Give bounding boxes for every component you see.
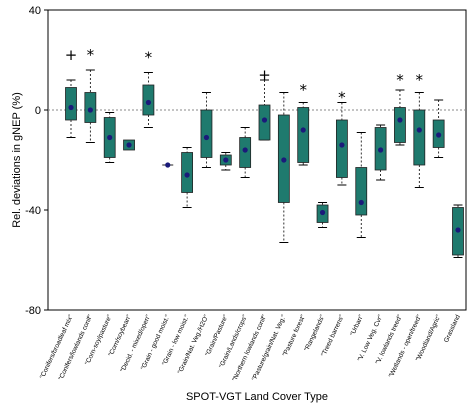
x-axis: "Conifers/broadleaf mix""Conifers/lowlan… [39,313,462,382]
box-item [181,147,194,208]
box-item [239,127,252,178]
significance-marker: * [145,49,153,67]
iqr-box [200,109,213,158]
median-marker [126,142,132,148]
x-tick-label: "Urban" [349,313,365,337]
median-marker [145,99,151,106]
box-item [316,202,329,228]
median-marker [184,172,190,178]
box-item [374,124,387,181]
significance-marker: * [396,71,404,89]
y-axis-title: Rel. deviations in gNEP (%) [11,92,23,228]
box-item [219,152,232,171]
box-item [394,89,406,146]
significance-marks: + * * + * * * * [65,46,424,107]
iqr-box [65,87,77,121]
box-item [123,139,135,151]
significance-marker: * [338,89,346,107]
y-axis: 40 0 -40 -80 [25,5,48,317]
iqr-box [355,167,368,216]
box-item [162,162,174,168]
plot-frame [47,9,467,311]
median-marker [223,157,229,163]
y-tick-label: 40 [29,5,41,17]
box-item [200,92,213,168]
x-tick-label: "Northern lowlands conif" [231,313,268,382]
median-marker [339,142,345,148]
box-item [65,79,77,138]
box-item [297,102,310,166]
iqr-box [335,119,348,178]
significance-marker: * [299,81,307,99]
median-marker [378,147,384,153]
iqr-box [413,109,426,166]
median-marker [107,134,113,141]
median-marker [455,227,461,233]
y-tick-label: -40 [25,205,41,217]
median-marker [281,157,287,163]
x-axis-title: SPOT-VGT Land Cover Type [186,391,328,403]
median-marker [165,162,171,168]
y-tick-label: 0 [35,105,41,117]
median-marker [300,127,306,133]
median-marker [87,107,93,113]
box-item [452,204,464,258]
median-marker [261,117,268,123]
median-marker [203,134,210,141]
box-item [355,132,368,238]
iqr-box [297,107,310,163]
box-item [335,102,348,186]
box-item [258,79,271,141]
median-marker [416,127,422,133]
box-item [277,92,290,243]
box-item [103,112,116,163]
median-marker [397,117,403,123]
box-series [65,69,464,258]
median-marker [436,132,442,138]
significance-marker: + [65,46,78,64]
iqr-box [394,107,406,143]
median-marker [68,104,74,111]
y-tick-label: -80 [25,305,41,317]
median-marker [358,199,364,206]
box-item [84,69,97,143]
median-marker [242,147,248,153]
box-item [432,99,445,158]
significance-marker: * [416,71,424,89]
x-tick-label: Grassland [443,314,462,344]
box-item [142,72,155,128]
x-tick-label: "Conifers/broadleaf mix" [39,313,75,380]
box-item [413,92,426,188]
significance-marker: + [258,66,271,84]
significance-marker: * [87,46,95,64]
median-marker [319,209,326,216]
